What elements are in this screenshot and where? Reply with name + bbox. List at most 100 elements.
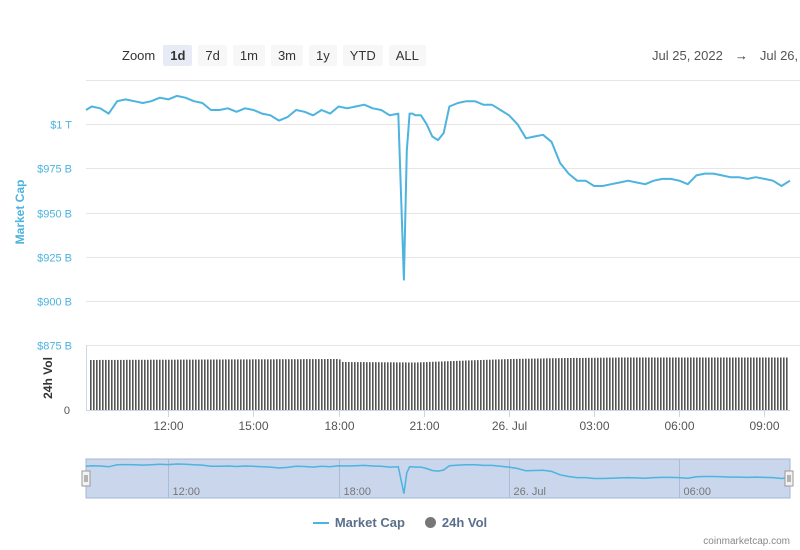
volume-bar: [723, 357, 725, 410]
volume-bar: [156, 359, 158, 410]
y-axis-title: Market Cap: [13, 180, 27, 245]
volume-bar: [714, 357, 716, 410]
volume-bar: [507, 359, 509, 410]
volume-bar: [672, 357, 674, 410]
range-from[interactable]: Jul 25, 2022: [652, 48, 723, 63]
zoom-ytd-button[interactable]: YTD: [342, 45, 383, 66]
zoom-3m-button[interactable]: 3m: [270, 45, 303, 66]
volume-bar: [666, 357, 668, 410]
volume-bar: [360, 362, 362, 410]
volume-bar: [516, 358, 518, 410]
volume-bar: [189, 359, 191, 410]
volume-bar: [549, 358, 551, 410]
volume-bar: [423, 362, 425, 410]
navigator-line: [85, 463, 791, 494]
volume-bar: [636, 357, 638, 410]
volume-bar: [201, 359, 203, 410]
range-to[interactable]: Jul 26, 2022: [759, 48, 800, 63]
volume-bar: [291, 359, 293, 410]
volume-bar: [696, 357, 698, 410]
market-cap-line[interactable]: [85, 94, 791, 281]
volume-bar: [639, 357, 641, 410]
navigator-tick-label: 06:00: [684, 486, 712, 498]
volume-bar: [207, 359, 209, 410]
y-axis-ticks: $875 B $900 B $925 B $950 B $975 B $1 T: [37, 120, 72, 353]
volume-bar: [306, 359, 308, 410]
volume-bar: [171, 359, 173, 410]
y-tick-label: $875 B: [37, 341, 72, 353]
volume-bar: [339, 359, 341, 410]
volume-bar: [177, 359, 179, 410]
volume-bar: [726, 357, 728, 410]
volume-bar: [759, 357, 761, 410]
volume-bar: [765, 357, 767, 410]
volume-bar: [570, 358, 572, 410]
volume-bar: [120, 359, 122, 410]
volume-bar: [228, 359, 230, 410]
volume-bar: [255, 359, 257, 410]
volume-bar: [117, 359, 119, 410]
volume-bar: [579, 357, 581, 410]
volume-bar: [345, 362, 347, 410]
x-tick-label: 21:00: [409, 419, 439, 433]
volume-bar: [186, 359, 188, 410]
volume-bar: [624, 357, 626, 410]
y-tick-label: $975 B: [37, 164, 72, 176]
volume-bar: [678, 357, 680, 410]
volume-bar: [288, 359, 290, 410]
volume-bar: [603, 357, 605, 410]
market-cap-chart[interactable]: $875 B $900 B $925 B $950 B $975 B $1 T Marke…: [0, 0, 800, 510]
volume-bar: [147, 359, 149, 410]
volume-bar: [162, 359, 164, 410]
volume-bars[interactable]: [90, 357, 788, 411]
volume-bar: [474, 360, 476, 410]
volume-bar: [90, 360, 92, 410]
volume-bar: [180, 359, 182, 410]
volume-bar: [699, 357, 701, 410]
volume-bar: [141, 359, 143, 410]
volume-bar: [561, 358, 563, 410]
volume-bar: [501, 359, 503, 410]
volume-bar: [786, 357, 788, 410]
navigator-tick-label: 26. Jul: [514, 486, 546, 498]
y-tick-label: $950 B: [37, 209, 72, 221]
navigator-left-handle[interactable]: [81, 470, 91, 487]
volume-bar: [318, 359, 320, 410]
volume-bar: [258, 359, 260, 410]
volume-bar: [312, 359, 314, 410]
volume-bar: [303, 359, 305, 410]
zoom-1m-button[interactable]: 1m: [232, 45, 265, 66]
zoom-7d-button[interactable]: 7d: [198, 45, 227, 66]
volume-bar: [390, 362, 392, 410]
volume-bar: [651, 357, 653, 410]
volume-bar: [402, 362, 404, 410]
navigator[interactable]: 12:00 18:00 26. Jul 06:00: [81, 458, 794, 499]
volume-bar: [720, 357, 722, 410]
volume-bar: [372, 362, 374, 410]
volume-bar: [531, 358, 533, 410]
volume-bar: [597, 357, 599, 410]
zoom-all-button[interactable]: ALL: [388, 45, 426, 66]
volume-bar: [279, 359, 281, 410]
volume-bar: [342, 362, 344, 410]
market-cap-line-icon: [312, 521, 329, 524]
legend-market-cap[interactable]: Market Cap: [312, 515, 405, 530]
zoom-1y-button[interactable]: 1y: [309, 45, 337, 66]
credit[interactable]: coinmarketcap.com: [703, 536, 790, 547]
volume-bar: [498, 359, 500, 410]
navigator-right-handle[interactable]: [784, 470, 794, 487]
volume-bar: [567, 358, 569, 410]
volume-bar: [753, 357, 755, 410]
legend-volume[interactable]: 24h Vol: [424, 515, 487, 530]
volume-bar: [768, 357, 770, 410]
zoom-label: Zoom: [122, 48, 156, 63]
volume-bar: [195, 359, 197, 410]
legend: Market Cap 24h Vol: [0, 515, 800, 530]
volume-bar: [321, 359, 323, 410]
volume-bar: [492, 359, 494, 410]
x-tick-label: 15:00: [238, 419, 268, 433]
volume-bar: [357, 362, 359, 410]
volume-bar: [648, 357, 650, 410]
zoom-1d-button[interactable]: 1d: [163, 45, 193, 66]
volume-bar: [420, 362, 422, 410]
